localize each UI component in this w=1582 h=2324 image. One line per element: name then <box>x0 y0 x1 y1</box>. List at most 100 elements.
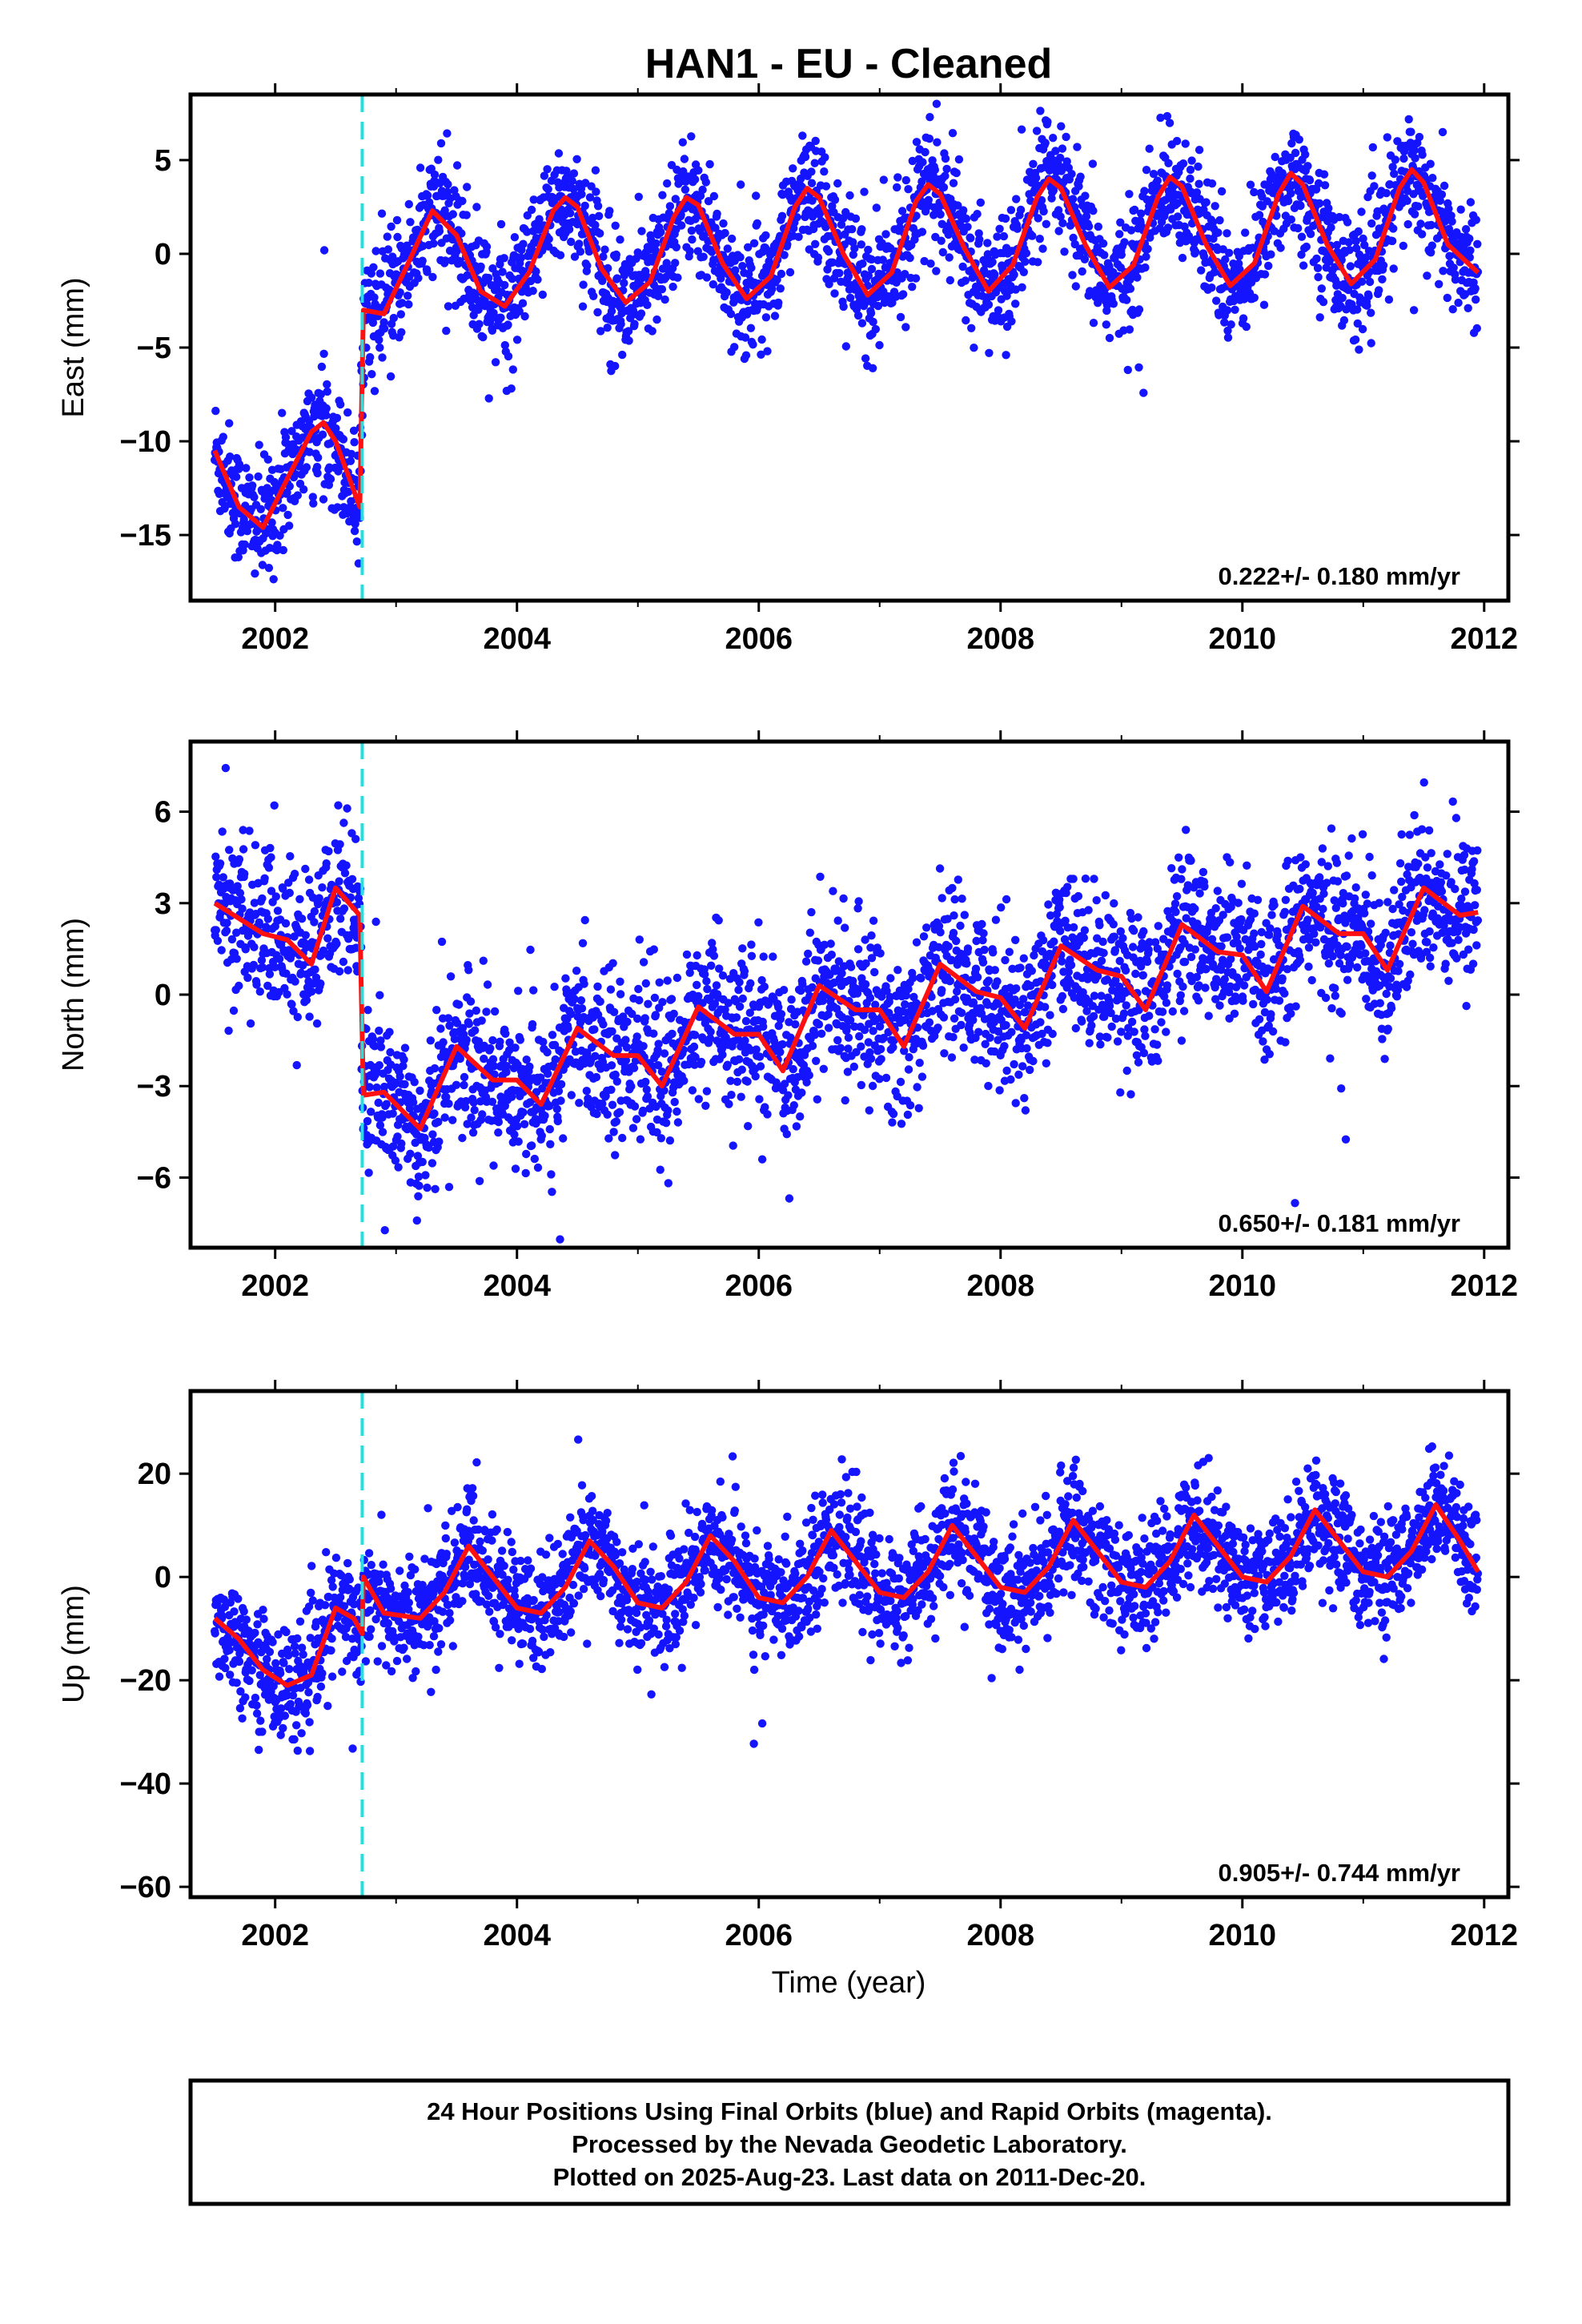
data-point <box>798 979 807 989</box>
data-point <box>480 1054 488 1063</box>
data-point <box>1221 255 1230 264</box>
data-point <box>496 1037 504 1047</box>
data-point <box>1178 159 1188 168</box>
data-point <box>861 935 869 944</box>
data-point <box>588 213 597 223</box>
data-point <box>1116 218 1125 227</box>
data-point <box>918 158 927 167</box>
data-point <box>656 1165 665 1174</box>
data-point <box>1191 247 1200 256</box>
data-point <box>580 915 589 925</box>
data-point <box>275 531 284 540</box>
data-point <box>754 918 763 927</box>
data-point <box>1084 222 1094 231</box>
data-point <box>741 351 751 360</box>
data-point <box>830 289 839 298</box>
data-point <box>905 1053 913 1062</box>
data-point <box>1021 257 1030 266</box>
data-point <box>1156 113 1165 123</box>
data-point <box>467 1113 476 1122</box>
data-point <box>333 503 342 512</box>
data-point <box>665 202 675 211</box>
data-point <box>442 326 451 336</box>
data-point <box>273 541 282 549</box>
data-point <box>797 986 805 995</box>
data-point <box>370 387 379 396</box>
data-point <box>351 476 360 485</box>
data-point <box>945 253 954 262</box>
data-point <box>1130 205 1139 215</box>
data-point <box>281 919 291 928</box>
data-point <box>1145 144 1154 153</box>
data-point <box>1122 296 1131 304</box>
data-point <box>685 247 694 255</box>
data-point <box>476 262 485 271</box>
data-point <box>839 894 848 903</box>
data-point <box>1034 258 1042 267</box>
data-point <box>267 887 276 895</box>
data-point <box>873 301 883 311</box>
data-point <box>1089 319 1098 328</box>
data-point <box>285 482 294 491</box>
data-point <box>282 969 291 978</box>
data-point <box>279 504 287 513</box>
data-point <box>1071 282 1081 291</box>
data-point <box>564 1024 572 1033</box>
data-point <box>946 976 955 986</box>
data-point <box>813 956 823 965</box>
data-point <box>389 313 398 323</box>
data-point <box>246 1019 255 1028</box>
data-point <box>967 324 976 332</box>
data-point <box>596 229 604 238</box>
data-point <box>406 1149 415 1159</box>
data-point <box>529 195 538 204</box>
data-point <box>608 959 617 968</box>
data-point <box>949 179 958 187</box>
data-point <box>1339 316 1349 325</box>
data-point <box>279 884 287 893</box>
data-point <box>380 1226 389 1235</box>
data-point <box>1060 247 1069 256</box>
data-point <box>1010 995 1019 1004</box>
data-point <box>339 503 348 512</box>
data-point <box>1207 179 1217 188</box>
data-point <box>860 187 869 196</box>
data-point <box>796 1112 805 1121</box>
data-point <box>607 1085 616 1095</box>
data-point <box>472 1006 480 1015</box>
data-point <box>605 207 614 215</box>
data-point <box>339 957 348 967</box>
data-point <box>969 998 978 1007</box>
data-point <box>283 510 292 520</box>
data-point <box>318 883 327 892</box>
data-point <box>743 1077 752 1086</box>
data-point <box>1141 263 1150 272</box>
data-point <box>443 187 452 196</box>
data-point <box>313 468 322 478</box>
data-point <box>901 323 910 332</box>
data-point <box>344 487 353 497</box>
data-point <box>681 185 690 194</box>
data-point <box>798 131 807 140</box>
data-point <box>452 161 462 170</box>
data-point <box>1109 300 1118 308</box>
data-point <box>701 178 710 187</box>
data-point <box>250 943 259 951</box>
data-point <box>326 475 335 484</box>
data-point <box>846 963 856 971</box>
data-point <box>1357 207 1366 216</box>
data-point <box>533 275 542 284</box>
data-point <box>651 1011 661 1019</box>
data-point <box>1359 234 1367 243</box>
data-point <box>604 1134 613 1143</box>
data-point <box>612 274 621 283</box>
data-point <box>658 998 667 1007</box>
data-point <box>787 995 796 1004</box>
data-point <box>1449 263 1458 272</box>
data-point <box>789 164 797 173</box>
data-point <box>727 234 737 243</box>
data-point <box>747 951 757 961</box>
data-point <box>722 288 731 297</box>
data-point <box>963 944 973 953</box>
